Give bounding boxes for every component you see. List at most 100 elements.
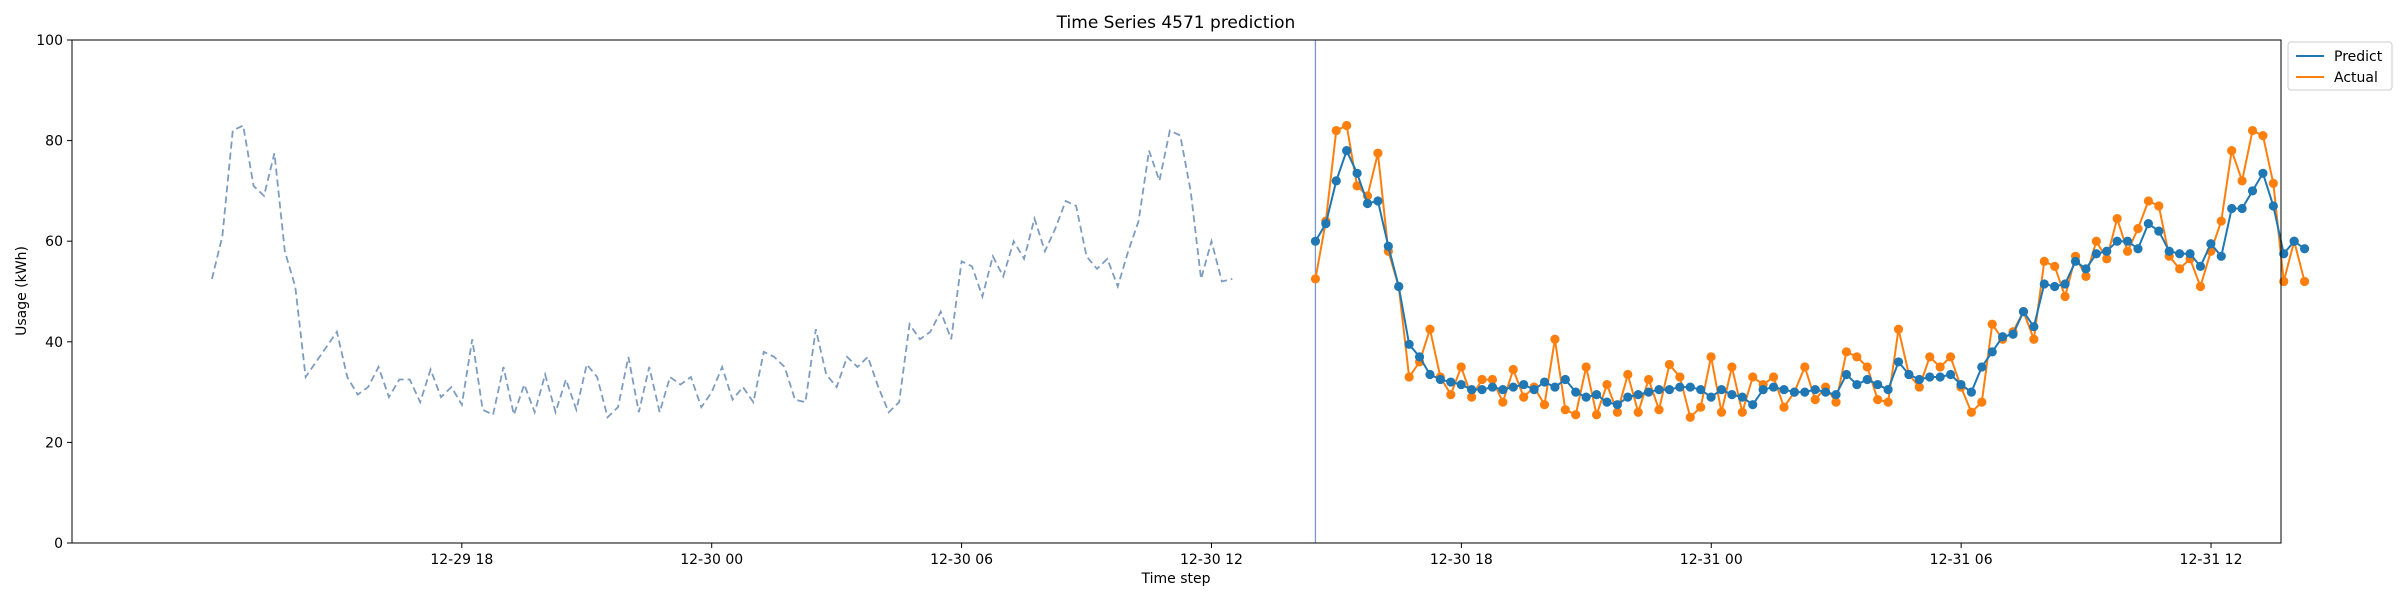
predict-point [1623,392,1633,402]
predict-point [1925,372,1935,382]
predict-point [2299,244,2310,254]
actual-point [2122,246,2133,256]
predict-point [1810,384,1820,395]
actual-point [1467,392,1477,402]
actual-point [2195,281,2206,292]
actual-point [2258,130,2268,141]
predict-point [2133,244,2143,254]
predict-point [1425,369,1435,380]
actual-point [2050,261,2060,271]
actual-point [1310,274,1321,284]
series-layer [1310,120,2310,422]
actual-point [1508,364,1518,375]
actual-point [1852,352,1862,362]
predict-point [1519,379,1529,390]
predict-point [2237,203,2247,214]
predict-point [1831,390,1841,400]
actual-point [1987,319,1997,329]
y-tick-label: 100 [36,33,63,49]
actual-point [1914,382,1924,392]
plot-area [211,40,1317,543]
predict-point [1394,281,1404,292]
actual-point [1935,362,1945,372]
predict-point [1331,176,1341,186]
predict-point [1987,347,1997,357]
actual-point [1456,362,1466,372]
predict-point [2185,249,2195,259]
predict-point [2091,249,2101,259]
x-tick-label: 12-30 06 [930,552,993,568]
predict-point [1362,198,1373,209]
predict-point [1883,384,1893,395]
predict-point [2164,246,2174,256]
predict-point [1675,382,1685,392]
predict-point [1956,379,1966,390]
history-line [211,124,1233,419]
predict-point [2008,329,2018,339]
predict-point [1435,374,1445,385]
predict-point [2102,246,2112,256]
predict-point [1414,352,1425,362]
actual-point [2081,271,2091,282]
actual-point [1675,372,1685,382]
predict-point [1789,387,1799,397]
actual-point [2029,334,2039,344]
y-tick-label: 80 [45,134,63,150]
actual-point [1560,405,1570,415]
predict-point [2206,239,2216,249]
predict-point [1685,382,1695,392]
x-axis-label: Time step [1141,571,1211,587]
predict-point [1342,146,1352,156]
actual-point [1748,372,1758,382]
predict-point [2112,236,2122,246]
actual-point [1831,397,1841,407]
actual-point [1591,410,1602,420]
predict-point [1696,384,1706,395]
predict-point [1477,384,1487,395]
y-axis: 0 20 40 60 80 100 [36,33,72,552]
predict-point [2247,186,2258,196]
actual-point [1768,372,1779,382]
plot-frame [71,39,2282,544]
legend-actual-label: Actual [2334,70,2378,86]
actual-point [2143,196,2153,206]
actual-point [1498,397,1508,407]
predict-point [2216,251,2226,261]
predict-point [1945,369,1956,380]
predict-point [1498,384,1508,395]
actual-point [1977,397,1987,407]
actual-point [1800,362,1810,372]
actual-point [1581,362,1591,372]
actual-point [1373,148,1383,158]
predict-point [1487,382,1498,392]
predict-point [1935,372,1945,382]
predict-point [1727,390,1737,400]
actual-point [1404,372,1414,382]
actual-point [1841,347,1852,357]
y-tick-label: 20 [45,435,63,451]
y-tick-label: 40 [45,335,63,351]
predict-point [1539,377,1550,387]
predict-point [1977,362,1987,372]
chart-title: Time Series 4571 prediction [1056,13,1296,33]
y-tick-label: 0 [54,536,63,552]
actual-point [1477,374,1487,385]
predict-point [1706,392,1716,402]
predict-point [1591,390,1602,400]
actual-point [1342,120,1352,131]
predict-point [2081,264,2091,274]
predict-point [1800,387,1810,397]
actual-point [1612,407,1622,417]
actual-point [1716,407,1727,417]
actual-point [1539,400,1550,410]
predict-point [1893,357,1904,367]
predict-point [1873,379,1883,390]
actual-point [1623,369,1633,380]
predict-point [1664,384,1675,395]
actual-point [1446,390,1456,400]
actual-point [1883,397,1893,407]
actual-point [2216,216,2226,226]
predict-point [1862,374,1872,385]
predict-point [1310,236,1321,246]
predict-point [2070,256,2081,266]
